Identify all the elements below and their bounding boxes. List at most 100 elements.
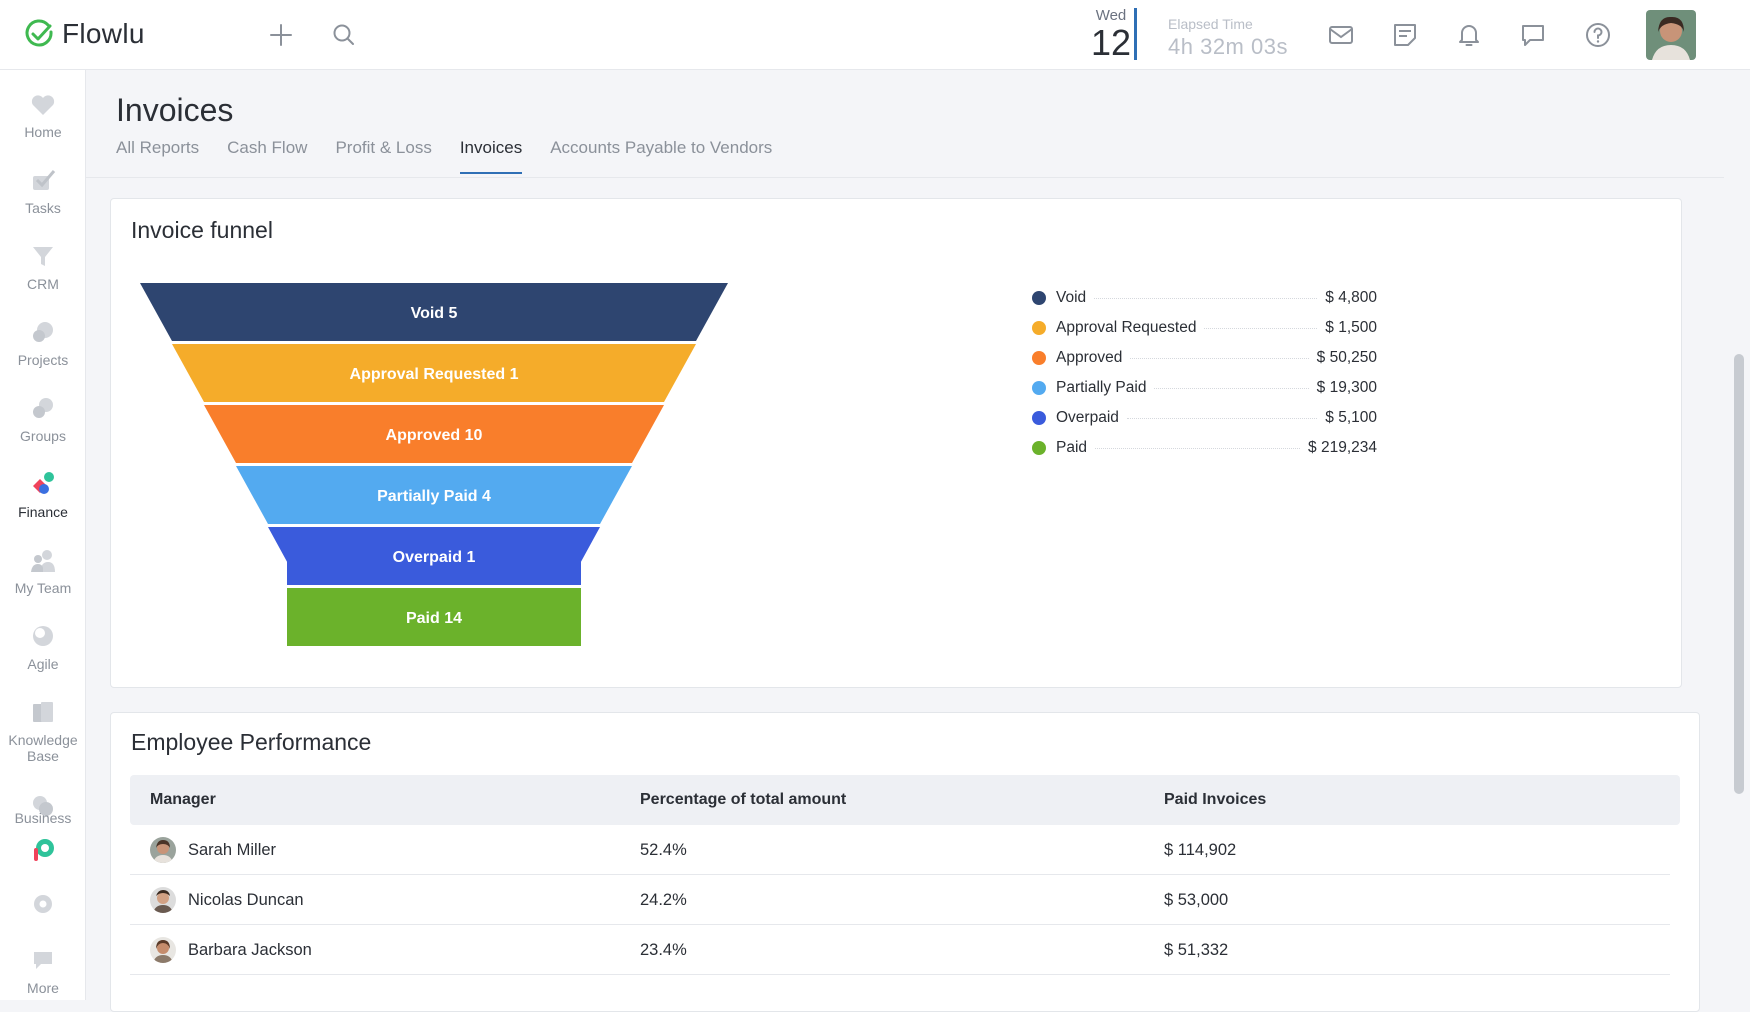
employee-performance-title: Employee Performance (131, 729, 372, 755)
avatar-image (150, 837, 176, 863)
tab-invoices[interactable]: Invoices (459, 138, 523, 174)
legend-row-approval-requested: Approval Requested $ 1,500 (1032, 313, 1377, 343)
funnel-stage-label: Approval Requested 1 (350, 366, 519, 383)
legend-dot (1032, 291, 1046, 305)
sidebar-item-more[interactable]: More (0, 946, 86, 1000)
manager-name: Nicolas Duncan (188, 891, 304, 909)
date-display: Wed 12 (1086, 8, 1136, 62)
table-row[interactable]: Nicolas Duncan 24.2% $ 53,000 (130, 875, 1670, 925)
sidebar-item-my-team[interactable]: My Team (0, 546, 86, 596)
legend-name: Paid (1056, 439, 1088, 456)
elapsed-time-value: 4h 32m 03s (1168, 34, 1288, 59)
column-header-paid-invoices[interactable]: Paid Invoices (1164, 791, 1267, 808)
legend-dot (1032, 411, 1046, 425)
legend-value: $ 5,100 (1325, 409, 1377, 426)
legend-value: $ 1,500 (1325, 319, 1377, 336)
sidebar-item-home[interactable]: Home (0, 90, 86, 140)
notes-icon[interactable] (1390, 20, 1420, 50)
business-icon (33, 796, 53, 816)
bell-icon[interactable] (1454, 20, 1484, 50)
tab-cash-flow[interactable]: Cash Flow (227, 138, 308, 157)
table-row[interactable]: Barbara Jackson 23.4% $ 51,332 (130, 925, 1670, 975)
knowledge-base-icon (33, 702, 53, 722)
invoice-funnel-title: Invoice funnel (131, 217, 273, 243)
sidebar-item-label: More (27, 980, 59, 996)
sidebar-item-finance[interactable]: Finance (0, 470, 86, 520)
funnel-stage-label: Overpaid 1 (393, 549, 476, 566)
funnel-stage-overpaid[interactable] (268, 527, 600, 585)
finance-icon (33, 472, 54, 494)
app-name: Flowlu (62, 18, 145, 49)
funnel-stage-label: Void 5 (411, 305, 458, 322)
sidebar-item-label: Finance (18, 504, 68, 520)
legend-value: $ 50,250 (1316, 349, 1377, 366)
funnel-stage-void[interactable] (140, 283, 728, 341)
legend-value: $ 4,800 (1325, 289, 1377, 306)
legend-name: Void (1056, 289, 1087, 306)
legend-row-paid: Paid $ 219,234 (1032, 433, 1377, 463)
legend-row-overpaid: Overpaid $ 5,100 (1032, 403, 1377, 433)
avatar (150, 837, 176, 863)
user-avatar[interactable] (1646, 10, 1696, 60)
elapsed-time-label: Elapsed Time (1168, 16, 1253, 32)
sidebar-item-agile[interactable]: Agile (0, 622, 86, 672)
tab-all-reports[interactable]: All Reports (116, 138, 200, 157)
legend-leader (1204, 327, 1318, 329)
avatar (150, 887, 176, 913)
funnel-stage-partially-paid[interactable] (236, 466, 632, 524)
groups-icon (33, 398, 53, 418)
funnel-stage-approval-requested[interactable] (172, 344, 696, 402)
sidebar-item-settings[interactable] (0, 890, 86, 924)
sidebar-item-app[interactable] (0, 836, 86, 870)
sidebar-item-label: Projects (17, 352, 69, 368)
sidebar-item-label: Groups (20, 428, 66, 444)
more-icon (34, 952, 52, 969)
funnel-stage-paid[interactable] (287, 588, 581, 646)
legend-value: $ 219,234 (1308, 439, 1377, 456)
sidebar-item-crm[interactable]: CRM (0, 242, 86, 292)
sidebar-item-groups[interactable]: Groups (0, 394, 86, 444)
mail-icon[interactable] (1326, 20, 1356, 50)
legend-name: Approval Requested (1056, 319, 1197, 336)
sidebar-item-tasks[interactable]: Tasks (0, 166, 86, 216)
tasks-icon (33, 170, 56, 190)
sidebar-item-label: Knowledge (8, 732, 78, 748)
funnel-stage-label: Approved 10 (386, 427, 483, 444)
sidebar-item-label: CRM (27, 276, 59, 292)
manager-name: Sarah Miller (188, 841, 277, 859)
legend-leader (1094, 297, 1318, 299)
column-header-percentage[interactable]: Percentage of total amount (640, 791, 847, 808)
paid-invoices-value: $ 51,332 (1164, 941, 1229, 959)
funnel-stage-label: Partially Paid 4 (377, 488, 491, 505)
sidebar-item-knowledge-base[interactable]: Knowledge Base (0, 698, 86, 764)
paid-invoices-value: $ 53,000 (1164, 891, 1229, 909)
table-row[interactable]: Sarah Miller 52.4% $ 114,902 (130, 825, 1670, 875)
tabs-divider (86, 177, 1724, 178)
invoice-funnel-chart: Void 5 Approval Requested 1 Approved 10 Par… (140, 283, 728, 646)
legend-leader (1126, 417, 1318, 419)
sidebar-item-business[interactable] (0, 792, 86, 816)
legend-dot (1032, 321, 1046, 335)
percentage-value: 24.2% (640, 891, 687, 909)
elapsed-time[interactable]: Elapsed Time 4h 32m 03s (1168, 16, 1288, 60)
add-icon[interactable] (268, 22, 294, 48)
paid-invoices-value: $ 114,902 (1164, 841, 1237, 859)
avatar-image (150, 937, 176, 963)
sidebar-item-label: My Team (14, 580, 72, 596)
column-header-manager[interactable]: Manager (150, 791, 216, 808)
search-icon[interactable] (331, 22, 357, 48)
report-tabs: All Reports Cash Flow Profit & Loss Invo… (116, 138, 772, 174)
tab-profit-loss[interactable]: Profit & Loss (335, 138, 432, 157)
page-scrollbar[interactable] (1734, 354, 1744, 794)
chat-icon[interactable] (1518, 20, 1548, 50)
app-logo[interactable]: Flowlu (24, 18, 145, 50)
table-header: Manager Percentage of total amount Paid … (130, 775, 1680, 825)
crm-icon (33, 247, 53, 266)
projects-icon (33, 322, 53, 342)
help-icon[interactable] (1583, 20, 1613, 50)
sidebar-item-projects[interactable]: Projects (0, 318, 86, 368)
tab-accounts-payable[interactable]: Accounts Payable to Vendors (550, 138, 773, 157)
funnel-stage-approved[interactable] (204, 405, 664, 463)
legend-row-void: Void $ 4,800 (1032, 283, 1377, 313)
legend-row-partially-paid: Partially Paid $ 19,300 (1032, 373, 1377, 403)
